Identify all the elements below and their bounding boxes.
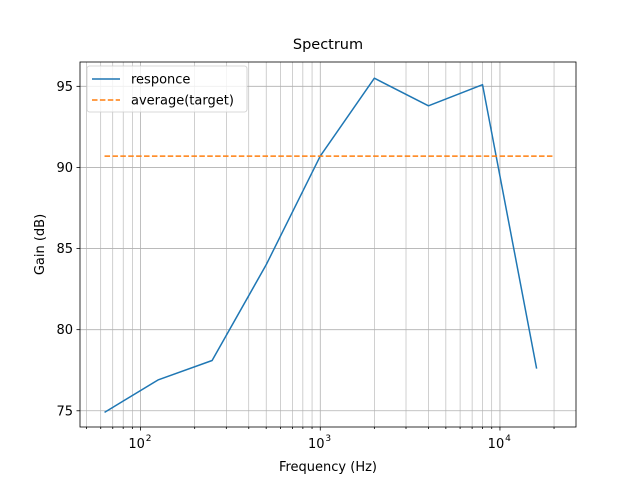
grid	[80, 62, 576, 427]
x-axis-label: Frequency (Hz)	[279, 460, 377, 475]
chart-title: Spectrum	[293, 37, 363, 53]
x-tick-label: 10	[128, 437, 145, 452]
y-tick-label: 80	[56, 323, 73, 338]
series-lines	[104, 77, 555, 414]
legend-label: average(target)	[131, 94, 234, 109]
x-tick-label: 10	[488, 437, 505, 452]
legend-label: responce	[131, 73, 190, 88]
x-tick-label-exponent: 2	[146, 434, 152, 444]
legend: responce average(target)	[86, 65, 248, 113]
y-tick-label: 90	[56, 161, 73, 176]
x-tick-label-exponent: 3	[325, 434, 331, 444]
x-tick-label: 10	[308, 437, 325, 452]
legend-box	[86, 65, 248, 113]
x-tick-label-exponent: 4	[505, 434, 511, 444]
y-tick-label: 95	[56, 80, 73, 95]
y-tick-label: 85	[56, 242, 73, 257]
plot-frame	[79, 61, 577, 428]
y-tick-label: 75	[56, 404, 73, 419]
y-axis-label: Gain (dB)	[33, 214, 48, 275]
